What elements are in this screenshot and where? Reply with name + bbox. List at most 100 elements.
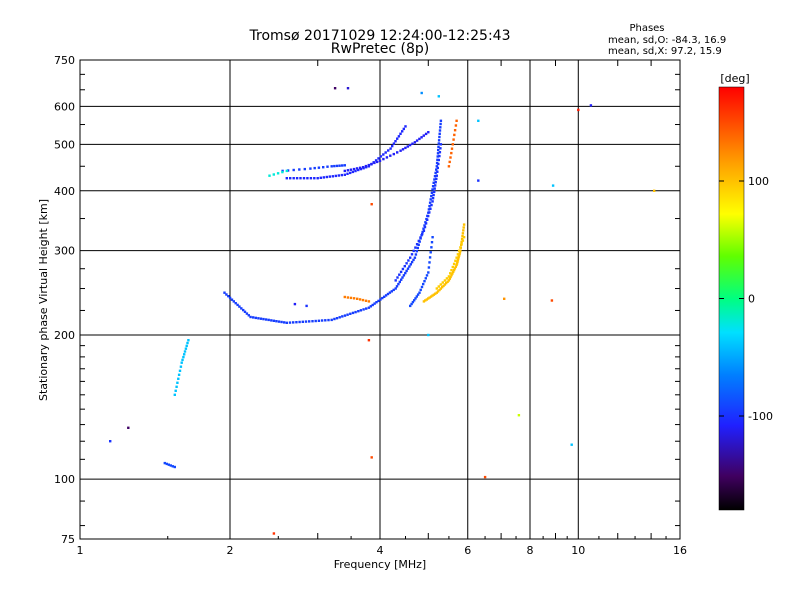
echo-point bbox=[430, 191, 434, 194]
echo-point bbox=[109, 440, 112, 443]
echo-point bbox=[401, 148, 405, 151]
echo-point bbox=[285, 321, 288, 324]
echo-point bbox=[461, 232, 465, 235]
echo-point bbox=[428, 211, 431, 214]
echo-point bbox=[456, 253, 460, 256]
echo-point bbox=[381, 296, 384, 300]
echo-point bbox=[425, 274, 429, 277]
echo-point bbox=[451, 272, 454, 275]
echo-point bbox=[430, 241, 434, 244]
echo-point bbox=[392, 142, 396, 145]
echo-point bbox=[389, 147, 392, 150]
echo-point bbox=[447, 275, 451, 278]
echo-point bbox=[429, 295, 433, 298]
echo-point bbox=[369, 305, 372, 308]
echo-point bbox=[302, 177, 306, 180]
echo-point bbox=[289, 177, 292, 180]
echo-point bbox=[423, 225, 427, 229]
echo-point bbox=[359, 167, 363, 171]
echo-point bbox=[335, 164, 339, 168]
echo-point bbox=[299, 177, 302, 180]
echo-point bbox=[435, 287, 438, 290]
echo-point bbox=[396, 151, 399, 154]
echo-point bbox=[460, 240, 463, 244]
echo-point bbox=[343, 169, 346, 173]
echo-point bbox=[384, 151, 387, 154]
echo-point bbox=[293, 302, 297, 306]
echo-point bbox=[178, 369, 182, 372]
echo-point bbox=[447, 279, 451, 282]
echo-point bbox=[411, 142, 414, 145]
echo-point bbox=[420, 136, 423, 139]
echo-point bbox=[259, 317, 263, 320]
echo-point bbox=[517, 414, 521, 417]
echo-point bbox=[432, 293, 436, 296]
echo-point bbox=[320, 319, 324, 322]
echo-point bbox=[415, 295, 418, 298]
echo-point bbox=[423, 224, 426, 227]
echo-point bbox=[439, 143, 443, 146]
echo-point bbox=[455, 263, 458, 267]
echo-point bbox=[186, 341, 189, 345]
echo-point bbox=[367, 339, 371, 342]
echo-point bbox=[433, 187, 436, 190]
colorbar-ticks: 100 0 -100 bbox=[719, 175, 773, 423]
echo-point bbox=[422, 227, 425, 230]
y-tick-label: 750 bbox=[54, 54, 75, 67]
echo-point bbox=[424, 277, 427, 280]
echo-point bbox=[437, 142, 440, 145]
chart-title: Tromsø 20171029 12:24:00-12:25:43 bbox=[249, 28, 511, 44]
echo-point bbox=[175, 385, 178, 388]
echo-point bbox=[163, 461, 166, 465]
echo-point bbox=[394, 279, 397, 282]
echo-point bbox=[423, 280, 426, 283]
echo-point bbox=[414, 297, 417, 300]
echo-point bbox=[408, 143, 412, 147]
y-tick-label: 200 bbox=[54, 329, 75, 342]
echo-point bbox=[404, 125, 407, 128]
y-tick-label: 400 bbox=[54, 185, 75, 198]
echo-point bbox=[435, 161, 439, 165]
echo-point bbox=[405, 269, 408, 273]
echo-point bbox=[577, 108, 580, 112]
echo-point bbox=[428, 296, 431, 299]
echo-point bbox=[437, 285, 440, 288]
echo-point bbox=[431, 294, 434, 297]
echo-point bbox=[398, 273, 401, 276]
echo-point bbox=[379, 155, 383, 158]
echo-point bbox=[402, 274, 406, 277]
echo-point bbox=[346, 313, 349, 316]
echo-point bbox=[388, 291, 392, 294]
echo-point bbox=[301, 320, 304, 323]
echo-point bbox=[429, 198, 432, 201]
echo-point bbox=[457, 255, 460, 259]
echo-point bbox=[328, 175, 331, 178]
echo-point bbox=[351, 170, 355, 174]
echo-point bbox=[127, 426, 130, 429]
echo-point bbox=[460, 237, 464, 241]
echo-point bbox=[309, 167, 312, 170]
echo-point bbox=[462, 223, 466, 226]
echo-point bbox=[305, 304, 308, 308]
echo-point bbox=[453, 267, 457, 270]
echo-point bbox=[409, 304, 412, 308]
echo-point bbox=[450, 274, 453, 277]
echo-point bbox=[277, 320, 281, 323]
echo-point bbox=[433, 190, 436, 193]
colorbar-tick-label: -100 bbox=[748, 410, 773, 423]
echo-point bbox=[419, 288, 422, 292]
echo-point bbox=[403, 265, 406, 268]
echo-point bbox=[427, 208, 431, 211]
echo-point bbox=[394, 287, 397, 290]
echo-point bbox=[303, 167, 306, 171]
echo-point bbox=[459, 246, 462, 249]
echo-point bbox=[570, 443, 573, 446]
echo-point bbox=[435, 165, 438, 168]
echo-point bbox=[405, 262, 408, 265]
echo-point bbox=[252, 316, 255, 319]
echo-point bbox=[432, 181, 435, 184]
echo-point bbox=[370, 162, 373, 166]
echo-point bbox=[401, 276, 404, 279]
echo-point bbox=[437, 162, 440, 166]
echo-point bbox=[386, 292, 390, 296]
